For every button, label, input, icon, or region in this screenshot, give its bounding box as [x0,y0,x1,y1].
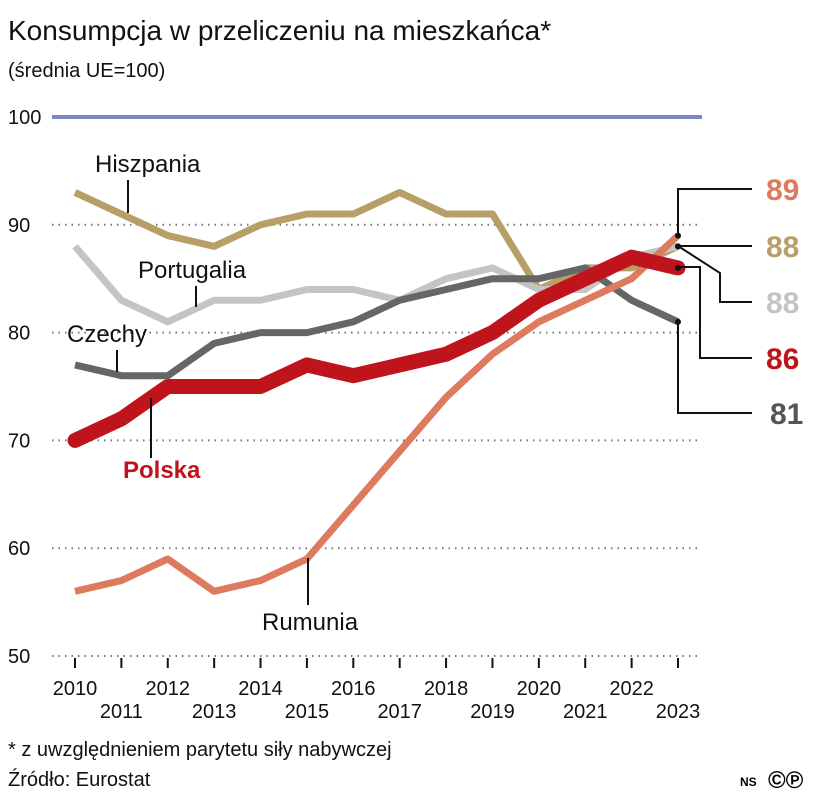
x-tick-label: 2023 [656,701,701,723]
x-tick-label: 2020 [517,678,562,700]
chart-title: Konsumpcja w przeliczeniu na mieszkańca* [8,15,551,46]
end-value-rumunia: 89 [766,174,799,207]
y-tick-label: 100 [8,107,41,129]
leader-end-czechy [677,322,752,414]
leader-end-rumunia [677,188,752,235]
x-tick-label: 2012 [146,678,191,700]
label-portugalia: Portugalia [138,257,247,284]
x-tick-label: 2010 [53,678,98,700]
end-value-polska: 86 [766,343,799,376]
x-tick-label: 2021 [563,701,608,723]
series-line-czechy [74,264,680,380]
x-tick-label: 2016 [331,678,376,700]
label-czechy: Czechy [67,321,147,348]
y-tick-label: 60 [8,538,30,560]
y-tick-label: 90 [8,215,30,237]
copyright-icon: ©℗ [768,767,804,794]
x-tick-label: 2014 [238,678,283,700]
leader-end-polska [678,266,752,359]
x-tick-label: 2022 [609,678,654,700]
label-polska: Polska [123,457,201,484]
end-value-czechy: 81 [770,398,803,431]
y-tick-label: 70 [8,430,30,452]
end-leaders [677,188,752,414]
end-value-portugalia: 88 [766,287,799,320]
y-tick-label: 50 [8,646,30,668]
credit: NS [740,775,757,789]
x-tick-label: 2015 [285,701,330,723]
label-hiszpania: Hiszpania [95,151,201,178]
series-line-rumunia [74,233,681,595]
y-tick-label: 80 [8,323,30,345]
x-tick-label: 2019 [470,701,515,723]
x-tick-label: 2017 [377,701,422,723]
end-point-rumunia [675,232,681,239]
end-point-czechy [675,318,681,325]
label-rumunia: Rumunia [262,609,359,636]
x-tick-label: 2013 [192,701,237,723]
end-value-hiszpania: 88 [766,231,799,264]
chart-subtitle: (średnia UE=100) [8,60,165,82]
source: Źródło: Eurostat [8,768,151,791]
x-tick-label: 2018 [424,678,469,700]
leader-end-portugalia [677,245,752,303]
series-line-polska [67,249,686,448]
x-tick-label: 2011 [100,701,143,723]
footnote: * z uwzględnieniem parytetu siły nabywcz… [8,739,392,761]
